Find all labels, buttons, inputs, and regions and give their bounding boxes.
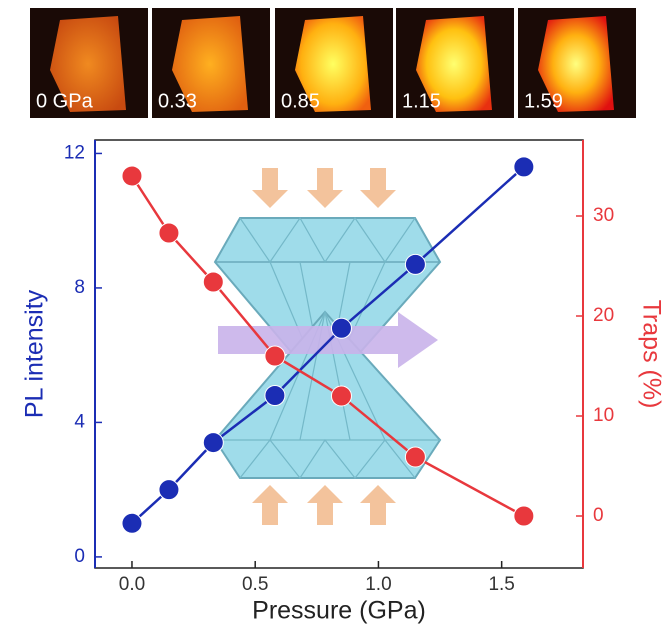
y-axis-label: PL intensity	[21, 289, 49, 418]
data-point	[331, 318, 351, 338]
photo-label: 0 GPa	[36, 90, 94, 112]
photo-strip: 0 GPa 0.33 0.85 1.15 1.59	[30, 8, 636, 118]
y-tick-label: 12	[64, 142, 85, 163]
data-point	[159, 480, 179, 500]
x-tick-label: 1.0	[365, 574, 391, 595]
x-axis-label: Pressure (GPa)	[252, 597, 426, 625]
data-point	[159, 223, 179, 243]
x-tick-label: 0.0	[119, 574, 145, 595]
data-point	[203, 272, 223, 292]
photo-label: 1.15	[402, 90, 441, 112]
data-point	[331, 386, 351, 406]
data-point	[514, 506, 534, 526]
data-point	[122, 166, 142, 186]
y2-tick-label: 10	[593, 405, 614, 426]
y-tick-label: 4	[74, 411, 85, 432]
photo-label: 0.85	[281, 90, 320, 112]
data-point	[405, 447, 425, 467]
x-tick-label: 0.5	[242, 574, 268, 595]
diamond-illustration	[215, 168, 440, 525]
data-point	[514, 157, 534, 177]
figure: 0 GPa 0.33 0.85 1.15 1.59 0.0 0.5 1.0 1.5 0 4 8 12 0…	[0, 0, 665, 633]
data-point	[405, 254, 425, 274]
y-tick-label: 8	[74, 277, 85, 298]
y-tick-label: 0	[74, 546, 85, 567]
photo-label: 0.33	[158, 90, 197, 112]
data-point	[203, 433, 223, 453]
data-point	[265, 386, 285, 406]
x-tick-label: 1.5	[488, 574, 514, 595]
y2-tick-label: 20	[593, 305, 614, 326]
y2-tick-label: 0	[593, 505, 604, 526]
y2-axis-label: Traps (%)	[637, 300, 665, 409]
data-point	[122, 513, 142, 533]
data-point	[265, 346, 285, 366]
photo-label: 1.59	[524, 90, 563, 112]
y2-tick-label: 30	[593, 205, 614, 226]
